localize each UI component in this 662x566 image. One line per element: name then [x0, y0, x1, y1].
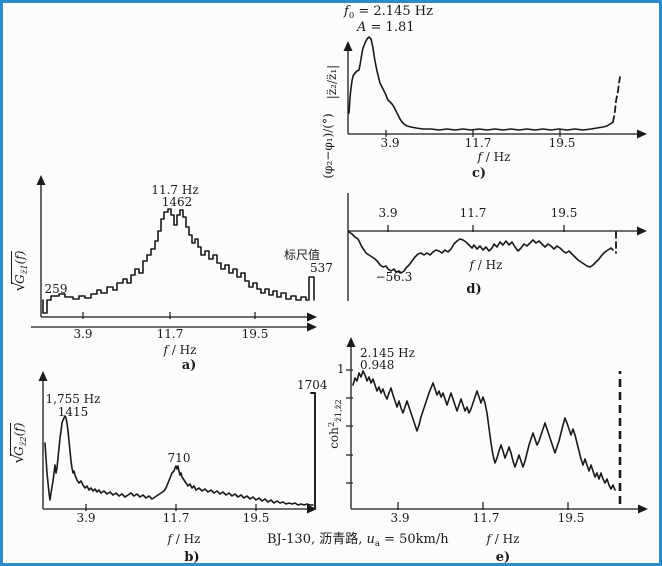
- e-ytick-1: 1: [337, 362, 345, 376]
- d-xaxis-label: f / Hz: [469, 258, 503, 272]
- e-panel-label: e): [495, 550, 511, 565]
- b-xaxis-label: f / Hz: [167, 532, 201, 546]
- a-xaxis-label: f / Hz: [163, 343, 197, 357]
- chart-b-axes: [38, 371, 317, 514]
- e-yaxis-label: coh2z̈1,z̈2: [327, 399, 344, 449]
- figure-caption: BJ-130, 沥青路, ua = 50km/h: [267, 532, 449, 549]
- chart-a-curve: [42, 208, 315, 314]
- e-xtick-3: 19.5: [557, 511, 585, 525]
- chart-a-axes: [31, 175, 317, 332]
- a-scale-value-annotation: 537: [310, 261, 333, 275]
- a-low-value-annotation: 259: [44, 282, 68, 296]
- c-panel-label: c): [471, 166, 487, 181]
- d-min-value-annotation: −56.3: [375, 270, 413, 284]
- d-xtick-2: 11.7: [459, 206, 487, 220]
- e-xtick-2: 11.7: [472, 511, 500, 525]
- a-yaxis-label: √Gz̈1(f): [10, 250, 30, 292]
- a-panel-label: a): [181, 358, 197, 373]
- c-xtick-3: 19.5: [548, 136, 576, 150]
- c-xtick-1: 3.9: [380, 136, 400, 150]
- d-panel-label: d): [466, 282, 482, 297]
- a-xtick-1: 3.9: [73, 327, 93, 341]
- chart-c-curve: [348, 36, 614, 131]
- b-xtick-2: 11.7: [162, 511, 190, 525]
- b-yaxis-label: √Gz̈2(f): [9, 422, 29, 464]
- chart-e-curve: [352, 370, 616, 491]
- d-xtick-1: 3.9: [378, 206, 398, 220]
- chart-c-dashed-spike: [612, 76, 621, 123]
- d-yaxis-label: (φ₂−φ₁)/(°): [321, 113, 335, 179]
- c-xaxis-label: f / Hz: [477, 150, 511, 164]
- c-amplitude-annotation: A = 1.81: [357, 20, 415, 35]
- chart-b-scale-line: [310, 392, 316, 509]
- e-xtick-1: 3.9: [390, 511, 410, 525]
- chart-c-axes: [343, 41, 647, 139]
- a-scale-label-annotation: 标尺值: [284, 248, 321, 262]
- b-peak-freq-annotation: 1,755 Hz: [45, 392, 101, 406]
- chart-e-axes: [346, 337, 648, 514]
- chart-d-axes: [347, 193, 647, 301]
- b-second-peak-annotation: 710: [167, 451, 191, 465]
- b-peak-value-annotation: 1415: [57, 405, 89, 419]
- chart-d-curve: [348, 231, 614, 274]
- figure-canvas: [31, 36, 648, 514]
- c-xtick-2: 11.7: [464, 136, 492, 150]
- b-xtick-3: 19.5: [242, 511, 270, 525]
- a-peak-freq-annotation: 11.7 Hz: [151, 183, 199, 197]
- b-panel-label: b): [184, 550, 200, 565]
- e-xaxis-label: f / Hz: [486, 532, 520, 546]
- a-xtick-2: 11.7: [156, 327, 184, 341]
- a-peak-value-annotation: 1462: [161, 195, 193, 209]
- chart-b-curve: [44, 415, 314, 506]
- b-scale-value-annotation: 1704: [297, 378, 328, 392]
- c-resonance-annotation: f0 = 2.145 Hz: [344, 4, 433, 21]
- b-xtick-1: 3.9: [76, 511, 96, 525]
- d-xtick-3: 19.5: [550, 206, 578, 220]
- e-freq-annotation: 2.145 Hz: [360, 346, 415, 360]
- a-xtick-3: 19.5: [241, 327, 269, 341]
- e-coherence-annotation: 0.948: [360, 358, 395, 372]
